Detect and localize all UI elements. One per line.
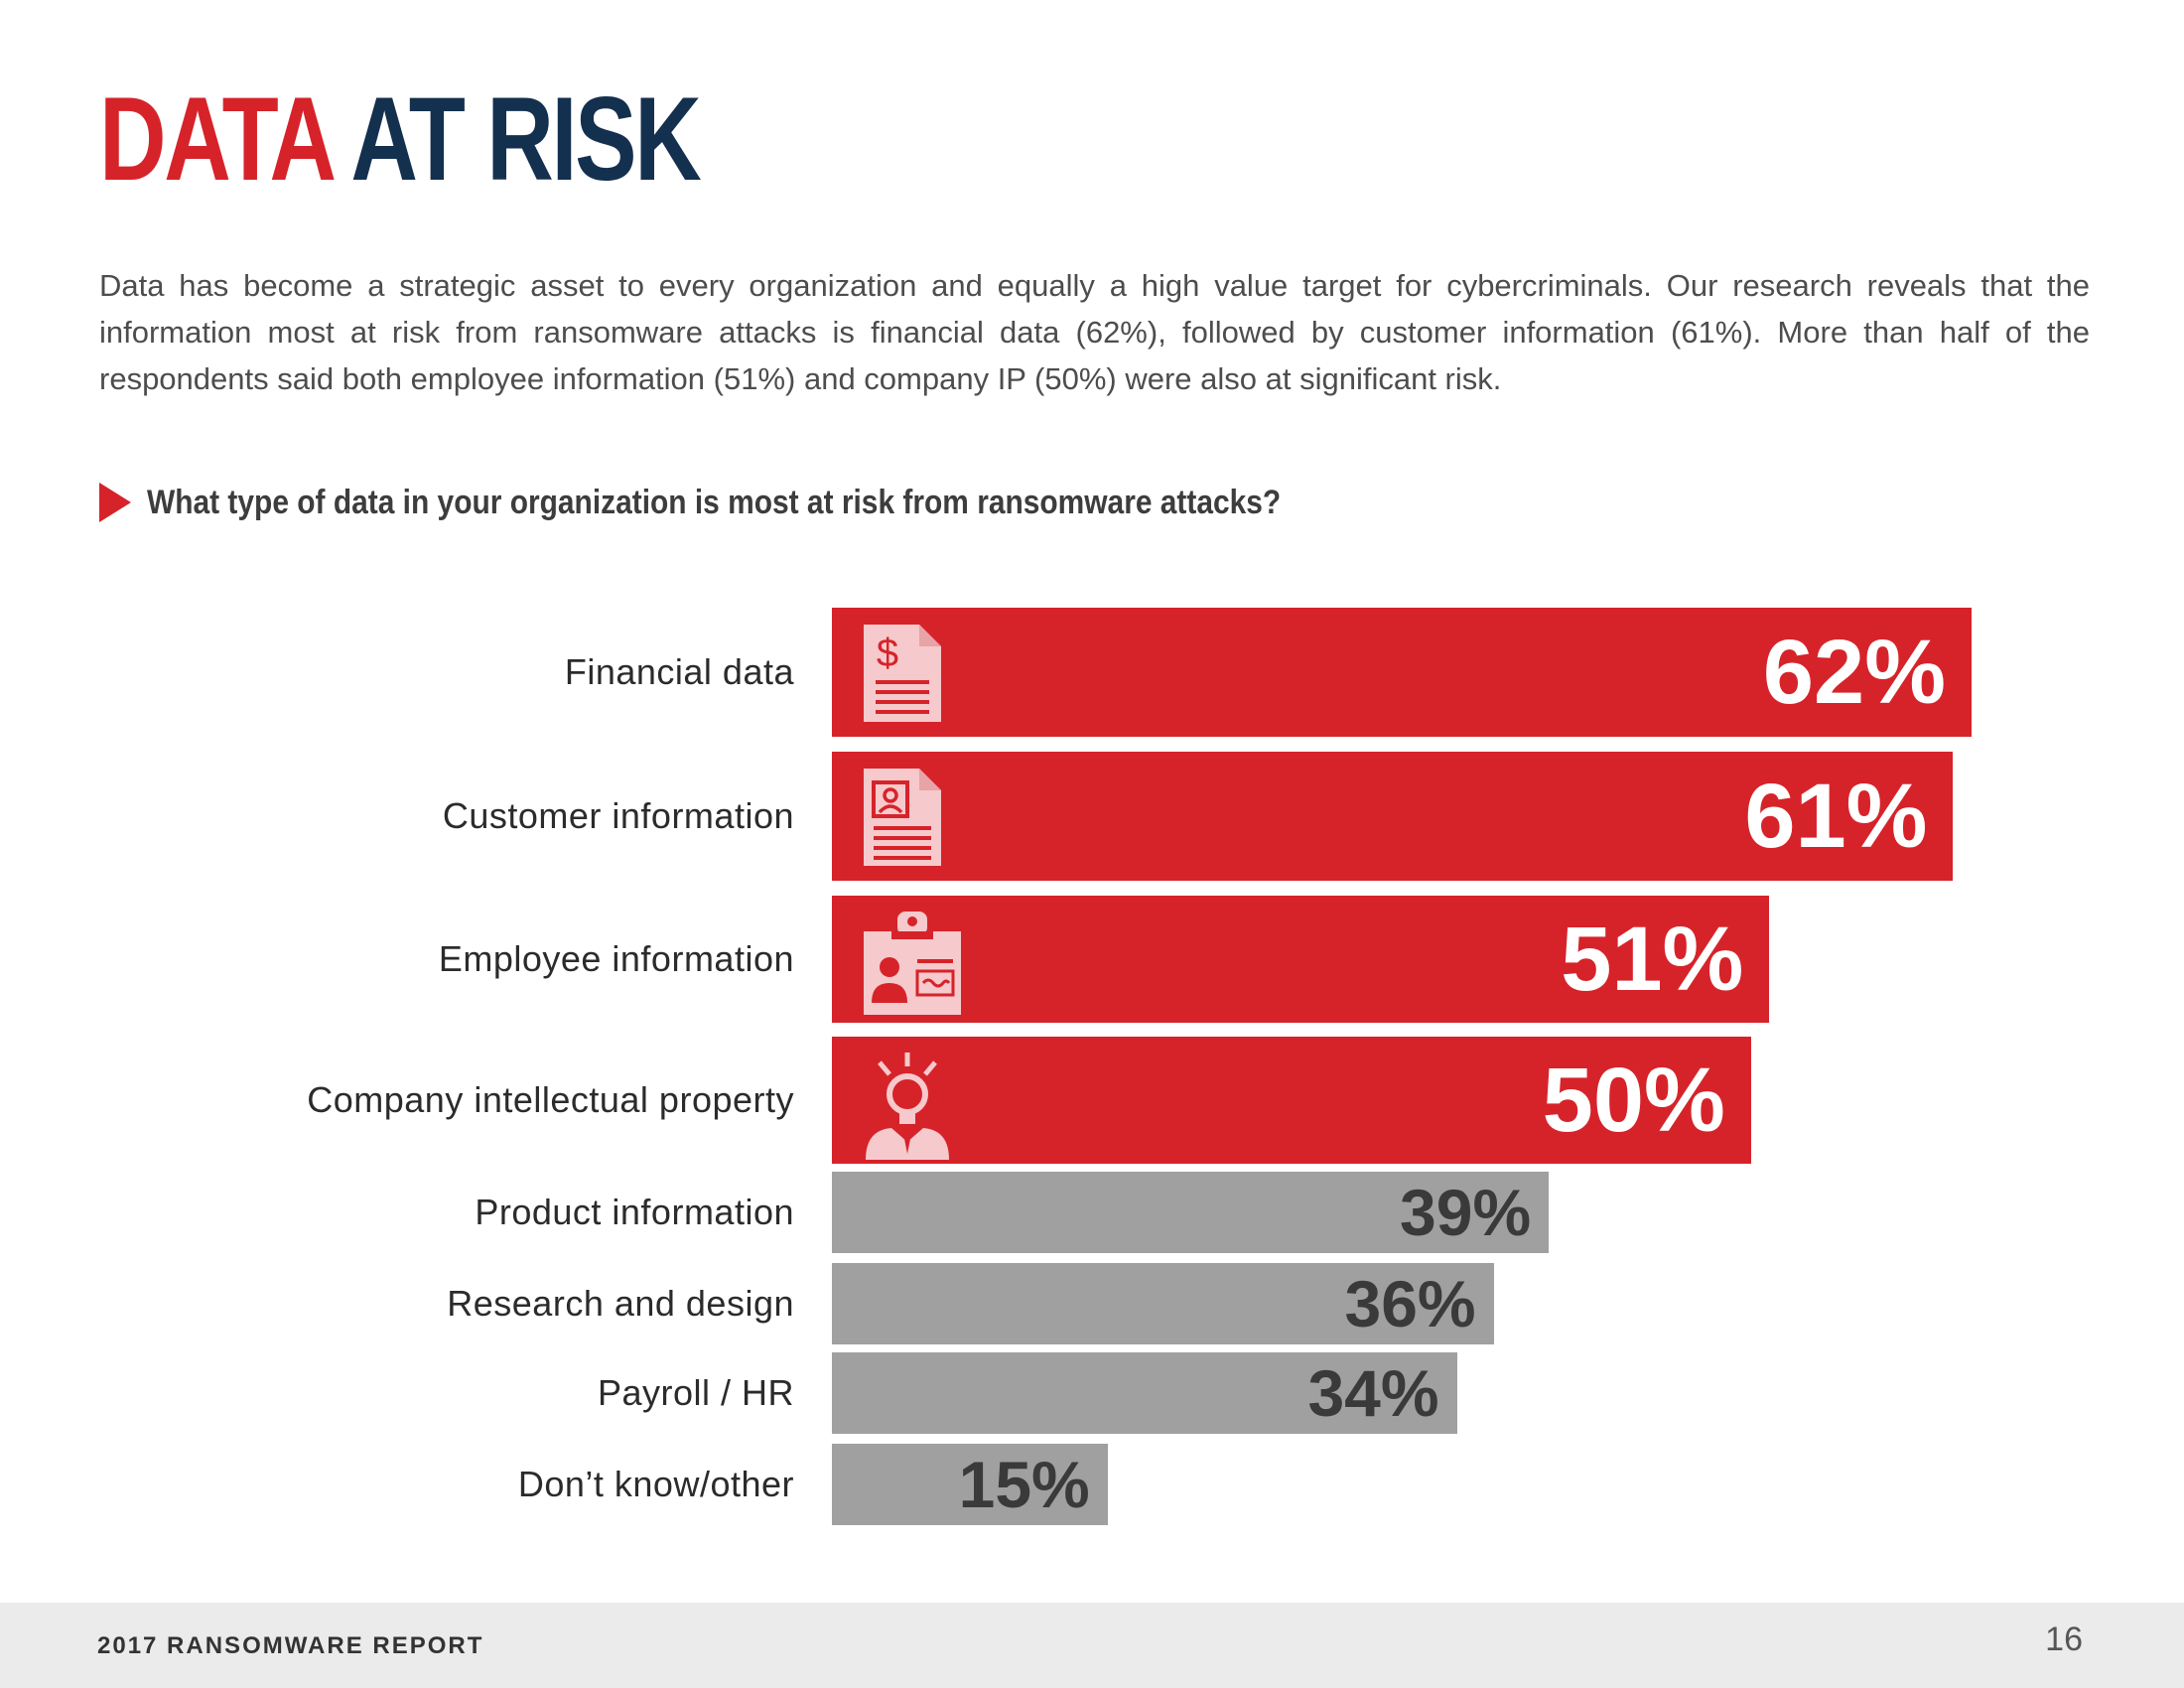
survey-question: What type of data in your organization i… <box>147 484 1282 521</box>
bar <box>832 608 1972 737</box>
bar <box>832 1352 1457 1434</box>
intro-paragraph: Data has become a strategic asset to eve… <box>99 268 2090 396</box>
value-label: 50% <box>1542 1050 1725 1151</box>
employee-id-badge-icon <box>862 910 963 1022</box>
page-number: 16 <box>2045 1620 2083 1658</box>
category-label: Customer information <box>442 795 794 836</box>
category-label: Company intellectual property <box>307 1079 794 1120</box>
value-label: 39% <box>1400 1176 1532 1249</box>
value-label: 34% <box>1307 1356 1439 1430</box>
svg-text:$: $ <box>877 632 898 675</box>
value-label: 61% <box>1744 766 1928 867</box>
play-arrow-icon <box>99 483 131 522</box>
bar <box>832 752 1954 881</box>
category-label: Research and design <box>447 1283 794 1324</box>
value-label: 15% <box>958 1448 1090 1521</box>
bar <box>832 1444 1108 1525</box>
bar <box>832 1172 1550 1253</box>
bar-chart: Financial data $62% Customer information 61… <box>307 608 1972 1525</box>
value-label: 36% <box>1344 1267 1476 1340</box>
category-label: Financial data <box>564 651 794 692</box>
bar <box>832 1263 1494 1344</box>
category-label: Employee information <box>438 938 794 979</box>
bar <box>832 1037 1751 1164</box>
value-label: 51% <box>1561 909 1744 1010</box>
financial-document-icon: $ <box>862 623 943 729</box>
value-label: 62% <box>1762 622 1946 723</box>
title-accent-word: DATA <box>99 72 334 206</box>
category-label: Payroll / HR <box>597 1372 794 1413</box>
report-name: 2017 RANSOMWARE REPORT <box>97 1632 484 1659</box>
category-label: Product information <box>475 1192 794 1232</box>
lightbulb-head-icon <box>862 1051 953 1167</box>
category-label: Don’t know/other <box>517 1464 794 1504</box>
page-title: DATA AT RISK <box>99 79 702 199</box>
footer-bar: 2017 RANSOMWARE REPORT 16 <box>0 1603 2184 1688</box>
title-main-words: AT RISK <box>350 72 701 206</box>
bar <box>832 896 1770 1023</box>
customer-profile-document-icon <box>862 767 943 873</box>
